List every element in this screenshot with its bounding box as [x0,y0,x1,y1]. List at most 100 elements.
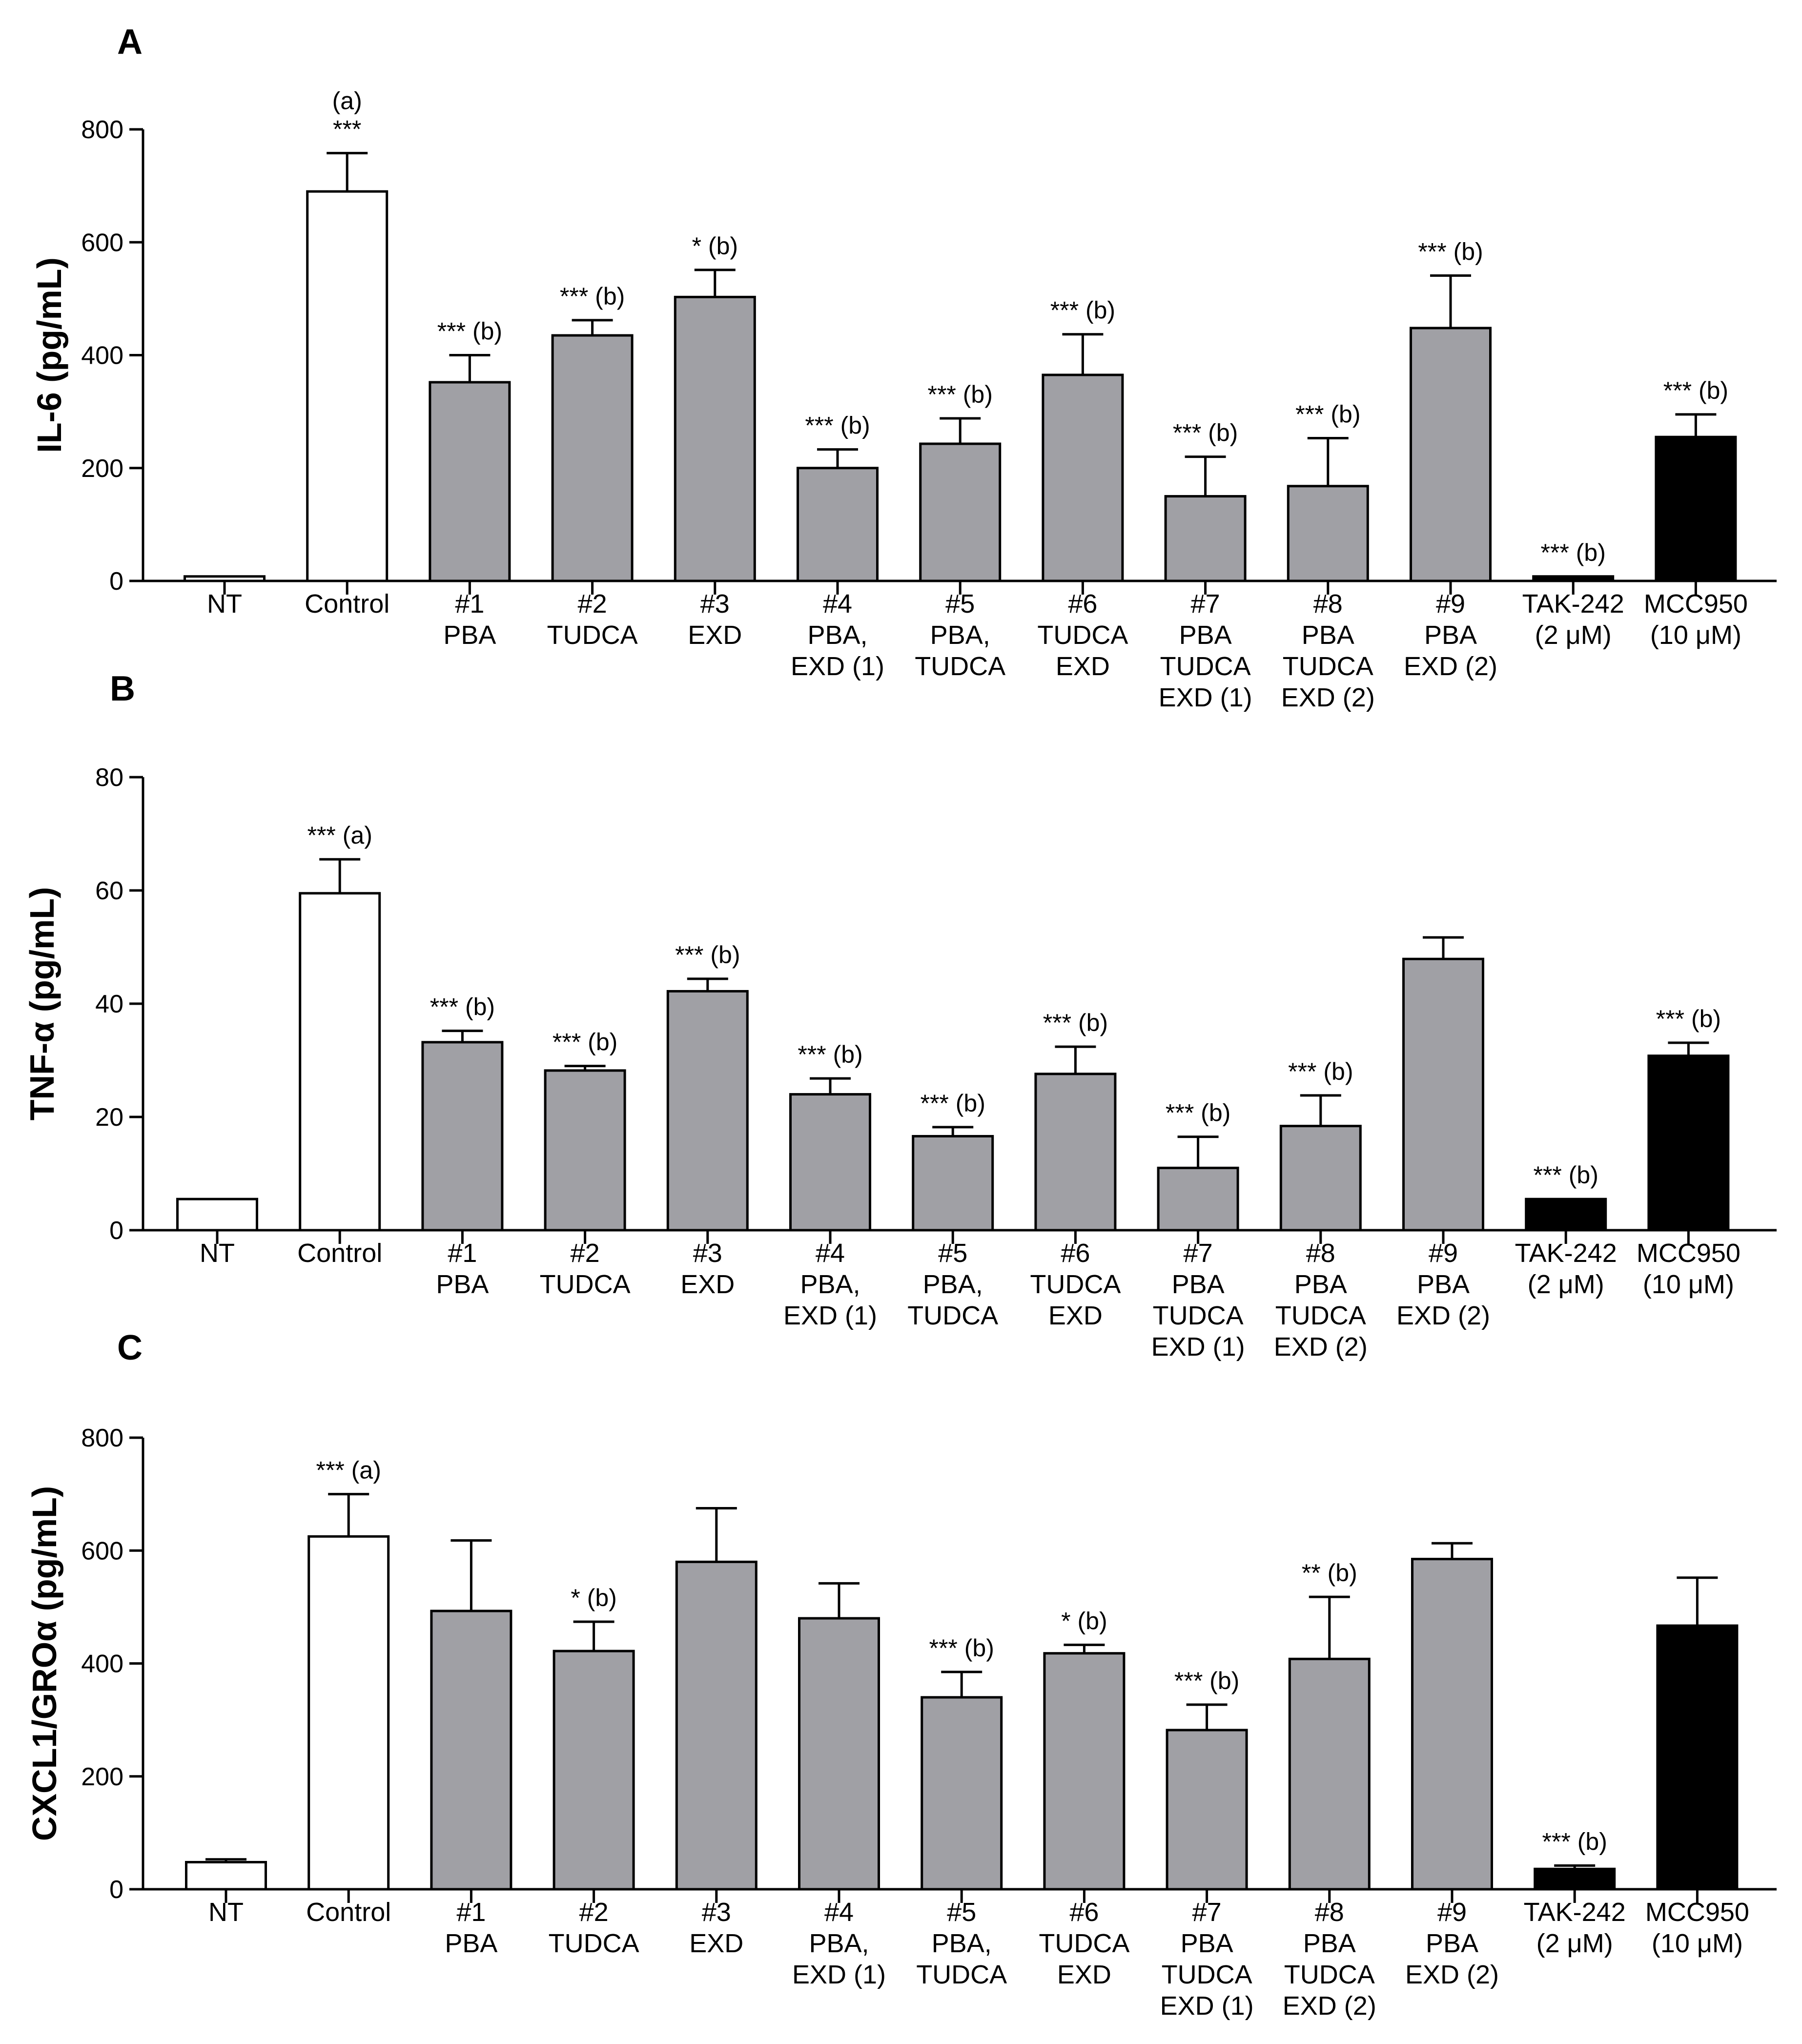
x-tick-label: PBA [1303,1929,1356,1958]
panel-letter: A [117,22,143,62]
bar [1647,1054,1730,1232]
x-tick-label: EXD (1) [792,1960,886,1989]
significance-label: *** (b) [1542,1828,1607,1855]
x-tick-label: (2 μM) [1528,1270,1604,1299]
x-tick-label: TUDCA [907,1301,998,1330]
x-tick-label: EXD (2) [1404,652,1497,681]
significance-label: * (b) [692,232,738,260]
significance-label: *** (b) [430,993,495,1021]
x-tick-label: EXD (1) [791,652,884,681]
x-tick-label: NT [208,1898,244,1927]
significance-label: *** (a) [316,1457,381,1484]
x-tick-label: PBA, [932,1929,992,1958]
x-tick-label: PBA [445,1929,497,1958]
x-tick-label: PBA [1181,1929,1233,1958]
significance-label: *** (b) [1166,1099,1230,1127]
significance-label: *** (b) [1288,1058,1353,1085]
bar [553,1650,635,1891]
bar [421,1041,504,1232]
significance-label: *** (b) [1295,400,1360,428]
significance-label: *** (b) [929,1634,994,1662]
x-tick-label: EXD (2) [1281,683,1375,712]
y-tick-label: 0 [109,1217,123,1245]
x-tick-label: EXD (2) [1274,1332,1368,1362]
x-tick-label: EXD (2) [1396,1301,1490,1330]
bar [912,1135,994,1232]
significance-label: *** (b) [1418,238,1483,265]
bar [1534,1867,1616,1891]
bar [1656,1624,1739,1891]
panel-letter: B [110,669,135,708]
bar [1166,1729,1248,1891]
x-tick-label: EXD (1) [783,1301,877,1330]
x-tick-label: (10 μM) [1643,1270,1734,1299]
bar [299,892,381,1232]
bar [1411,1558,1493,1891]
significance-label: (a) [332,87,362,115]
y-tick-label: 200 [81,454,123,483]
x-tick-label: PBA, [809,1929,869,1958]
y-tick-label: 40 [95,990,123,1018]
x-tick-label: #3 [702,1898,731,1927]
x-tick-label: #3 [700,589,730,619]
x-tick-label: Control [306,1898,391,1927]
x-tick-label: PBA [1426,1929,1478,1958]
bar [674,295,756,582]
bar [307,1535,390,1891]
x-tick-label: EXD [1057,1960,1111,1989]
x-tick-label: TUDCA [1153,1301,1244,1330]
bar [1525,1197,1607,1232]
x-tick-label: #1 [456,1898,486,1927]
x-tick-label: PBA [1172,1270,1225,1299]
x-tick-label: (10 μM) [1650,620,1741,650]
y-tick-label: 400 [81,1650,123,1678]
x-tick-label: TUDCA [1160,652,1251,681]
x-tick-label: Control [305,589,389,619]
y-tick-label: 0 [109,567,123,596]
x-tick-label: EXD [689,1929,743,1958]
x-tick-label: PBA, [930,620,990,650]
x-tick-label: PBA [1302,620,1354,650]
bar [1034,1073,1117,1232]
x-tick-label: MCC950 [1637,1239,1741,1268]
x-tick-label: PBA [1424,620,1477,650]
x-tick-label: #8 [1306,1239,1335,1268]
x-tick-label: #7 [1184,1239,1213,1268]
x-tick-label: PBA [443,620,496,650]
bar [1042,373,1124,582]
bar [1279,1125,1362,1232]
x-tick-label: TUDCA [1037,620,1128,650]
x-tick-label: TUDCA [916,1960,1007,1989]
x-tick-label: (2 μM) [1536,1929,1613,1958]
significance-label: *** (b) [1174,1667,1239,1694]
bar [1532,575,1615,582]
x-tick-label: EXD [688,620,742,650]
bar [1402,957,1484,1232]
significance-label: *** (b) [1173,419,1238,447]
y-tick-label: 20 [95,1103,123,1132]
bar [1288,1657,1371,1891]
x-tick-label: TUDCA [540,1270,631,1299]
y-tick-label: 80 [95,764,123,792]
significance-label: *** (a) [307,822,372,849]
significance-label: * (b) [571,1584,616,1611]
significance-label: *** (b) [1534,1161,1598,1189]
x-tick-label: #5 [938,1239,967,1268]
y-tick-label: 60 [95,877,123,905]
x-tick-label: #6 [1061,1239,1090,1268]
significance-label: *** (b) [437,318,502,345]
bar [1655,435,1737,582]
bar [797,467,879,582]
bar [1043,1652,1126,1891]
x-tick-label: #7 [1191,589,1220,619]
y-tick-label: 800 [81,116,123,144]
x-tick-label: PBA [1417,1270,1470,1299]
x-tick-label: #8 [1315,1898,1344,1927]
significance-label: *** [333,116,361,143]
bar [544,1069,626,1232]
x-tick-label: PBA, [923,1270,983,1299]
x-tick-label: #6 [1069,1898,1099,1927]
bar [184,575,266,582]
x-tick-label: #6 [1068,589,1097,619]
